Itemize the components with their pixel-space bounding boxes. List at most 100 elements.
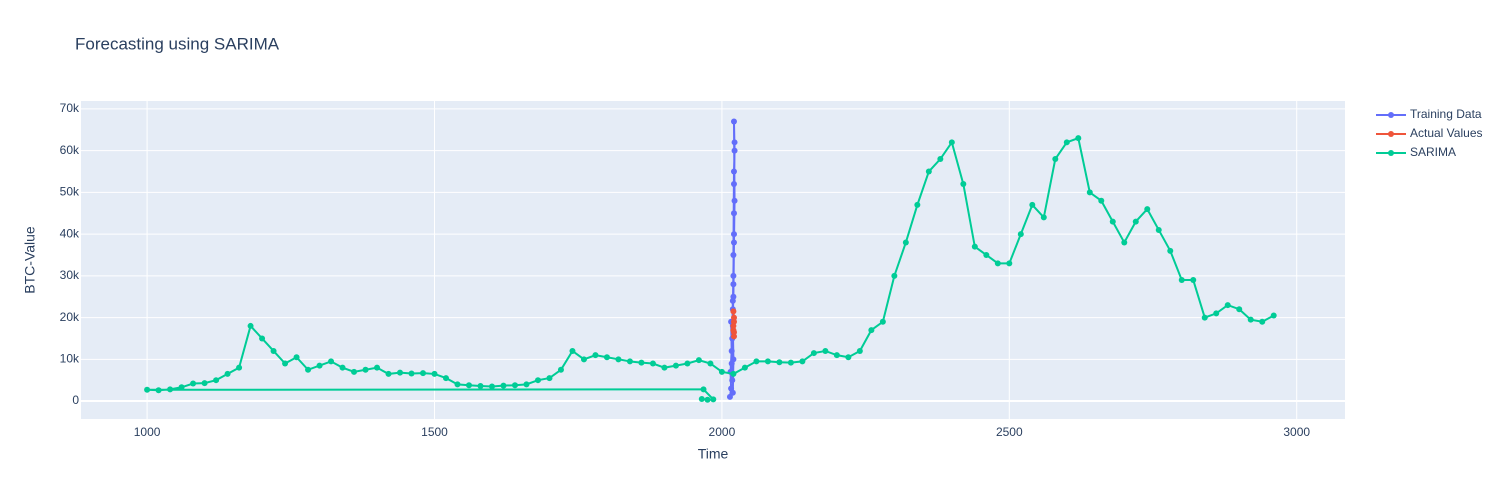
series-marker	[718, 368, 725, 375]
y-tick-label: 70k	[60, 101, 80, 115]
series-marker	[741, 364, 748, 371]
series-marker	[799, 358, 806, 365]
series-marker	[201, 380, 208, 387]
series-marker	[684, 360, 691, 367]
x-axis-title: Time	[698, 446, 729, 462]
series-marker	[511, 382, 518, 389]
series-marker	[615, 356, 622, 363]
y-tick-label: 60k	[60, 143, 80, 157]
series-marker	[454, 381, 461, 388]
series-marker	[822, 347, 829, 354]
series-marker	[1270, 312, 1277, 319]
series-marker	[704, 396, 711, 403]
legend-marker	[1388, 112, 1394, 118]
series-marker	[270, 347, 277, 354]
series-marker	[1144, 206, 1151, 213]
series-marker	[856, 347, 863, 354]
series-marker	[144, 386, 151, 393]
x-tick-label: 3000	[1283, 425, 1310, 439]
x-tick-label: 2000	[709, 425, 736, 439]
series-marker	[1132, 218, 1139, 225]
x-tick-label: 1500	[421, 425, 448, 439]
series-marker	[902, 239, 909, 246]
series-marker	[213, 377, 220, 384]
series-marker	[971, 243, 978, 250]
x-tick-label: 2500	[996, 425, 1023, 439]
series-marker	[730, 333, 737, 340]
y-axis-title: BTC-Value	[22, 226, 38, 294]
series-marker	[569, 347, 576, 354]
y-tick-label: 0	[72, 393, 79, 407]
series-marker	[638, 359, 645, 366]
series-marker	[994, 260, 1001, 267]
series-marker	[374, 364, 381, 371]
series-marker	[730, 308, 737, 315]
series-marker	[730, 272, 737, 279]
series-marker	[891, 272, 898, 279]
series-marker	[592, 352, 599, 359]
legend-label: Training Data	[1410, 107, 1482, 121]
series-marker	[731, 197, 738, 204]
series-marker	[730, 370, 737, 377]
series-marker	[190, 380, 197, 387]
plot-area	[81, 101, 1345, 419]
series-marker	[731, 139, 738, 146]
series-marker	[810, 350, 817, 357]
series-marker	[1224, 302, 1231, 309]
series-marker	[707, 360, 714, 367]
y-tick-label: 50k	[60, 185, 80, 199]
y-tick-label: 10k	[60, 351, 80, 365]
series-marker	[730, 281, 737, 288]
series-marker	[316, 362, 323, 369]
series-marker	[328, 358, 335, 365]
series-marker	[914, 201, 921, 208]
series-marker	[730, 251, 737, 258]
series-marker	[500, 382, 507, 389]
legend-label: SARIMA	[1410, 145, 1456, 159]
series-marker	[730, 322, 737, 329]
series-marker	[729, 377, 736, 384]
series-marker	[937, 156, 944, 163]
series-marker	[879, 318, 886, 325]
series-marker	[557, 366, 564, 373]
series-marker	[1017, 231, 1024, 238]
series-marker	[351, 368, 358, 375]
series-marker	[167, 386, 174, 393]
series-marker	[730, 231, 737, 238]
series-marker	[1190, 277, 1197, 284]
series-marker	[729, 389, 736, 396]
series-marker	[730, 118, 737, 125]
series-marker	[776, 359, 783, 366]
series-marker	[1259, 318, 1266, 325]
series-marker	[730, 168, 737, 175]
series-marker	[925, 168, 932, 175]
series-marker	[259, 335, 266, 342]
series-marker	[730, 314, 737, 321]
series-marker	[661, 364, 668, 371]
series-marker	[282, 360, 289, 367]
series-marker	[731, 147, 738, 154]
series-marker	[580, 356, 587, 363]
series-marker	[730, 293, 737, 300]
series-marker	[247, 322, 254, 329]
series-marker	[730, 210, 737, 217]
series-marker	[730, 356, 737, 363]
series-marker	[868, 327, 875, 334]
legend-marker	[1388, 131, 1394, 137]
series-marker	[1201, 314, 1208, 321]
series-marker	[730, 181, 737, 188]
y-tick-label: 20k	[60, 310, 80, 324]
series-marker	[224, 370, 231, 377]
series-marker	[443, 375, 450, 382]
series-marker	[649, 360, 656, 367]
series-marker	[845, 354, 852, 361]
series-marker	[534, 377, 541, 384]
series-marker	[1086, 189, 1093, 196]
series-marker	[730, 239, 737, 246]
chart-title: Forecasting using SARIMA	[75, 34, 280, 53]
series-marker	[465, 382, 472, 389]
series-marker	[546, 375, 553, 382]
series-marker	[603, 354, 610, 361]
series-marker	[1121, 239, 1128, 246]
series-marker	[1109, 218, 1116, 225]
